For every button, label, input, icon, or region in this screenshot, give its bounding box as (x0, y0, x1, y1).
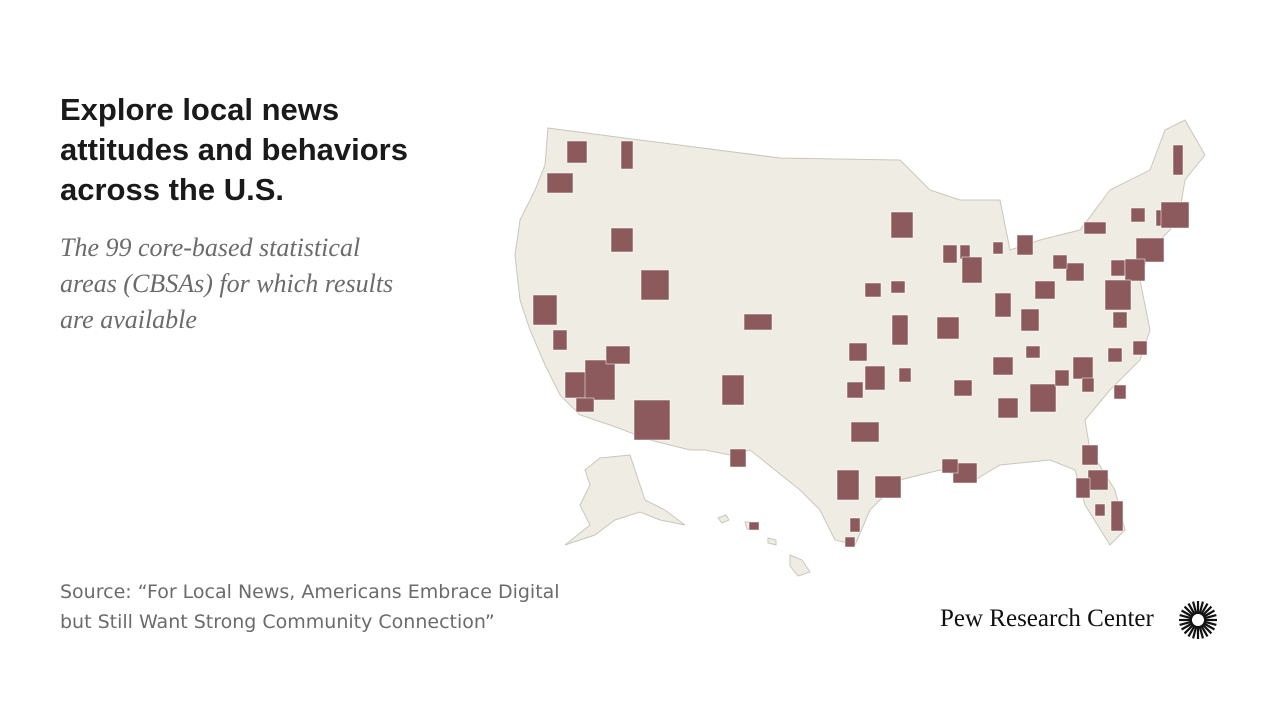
cbsa-area (633, 399, 671, 441)
logo-ray (1201, 605, 1213, 617)
cbsa-area (864, 365, 886, 391)
alaska (564, 454, 686, 546)
cbsa-area (994, 292, 1012, 318)
cbsa-area (992, 356, 1014, 376)
cbsa-area (936, 316, 960, 340)
cbsa-area (992, 241, 1004, 255)
cbsa-area (1075, 477, 1091, 499)
cbsa-area (1110, 500, 1124, 532)
cbsa-area (1094, 503, 1106, 517)
logo-ray (1183, 605, 1195, 617)
cbsa-area (846, 381, 864, 399)
cbsa-area (1135, 237, 1165, 263)
cbsa-area (584, 359, 616, 401)
logo-ray (1202, 622, 1216, 631)
logo-ray (1183, 623, 1195, 635)
cbsa-area (874, 475, 902, 499)
logo-ray (1192, 601, 1198, 615)
cbsa-area (566, 140, 588, 164)
cbsa-area (941, 458, 959, 474)
cbsa-area (891, 314, 909, 346)
cbsa-area (1020, 308, 1040, 332)
logo-ray (1180, 622, 1194, 631)
cbsa-area (898, 367, 912, 383)
cbsa-area (1016, 234, 1034, 256)
cbsa-area (1054, 369, 1070, 387)
cbsa-area (1083, 221, 1107, 235)
title-line: attitudes and behaviors (60, 132, 408, 167)
logo-ray (1192, 625, 1198, 639)
cbsa-area (850, 421, 880, 443)
logo-ray (1203, 620, 1217, 626)
logo-ray (1200, 602, 1209, 616)
logo-ray (1180, 609, 1194, 618)
logo-text: Pew Research Center (940, 605, 1154, 632)
cbsa-area (1029, 383, 1057, 413)
cbsa-area (848, 342, 868, 362)
subtitle-line: areas (CBSAs) for which results (60, 269, 394, 298)
cbsa-area (1072, 356, 1094, 380)
logo-ray (1187, 602, 1196, 616)
logo-ray (1198, 601, 1204, 615)
cbsa-area (1110, 259, 1126, 277)
cbsa-area (1132, 340, 1148, 356)
cbsa-area (836, 469, 860, 501)
cbsa-area (1081, 377, 1095, 393)
cbsa-area (610, 227, 634, 253)
cbsa-area (864, 282, 882, 298)
cbsa-area (546, 172, 574, 194)
cbsa-area (721, 374, 745, 406)
cbsa-area (620, 140, 634, 170)
cbsa-area (1034, 280, 1056, 300)
subtitle-line: are available (60, 305, 197, 334)
source-line: but Still Want Strong Community Connecti… (60, 611, 495, 633)
cbsa-area (575, 397, 595, 413)
cbsa-area (640, 269, 670, 301)
logo-ray (1179, 614, 1193, 620)
cbsa-area (1065, 262, 1085, 282)
logo-ray (1201, 623, 1213, 635)
cbsa-area (532, 294, 558, 326)
source-line: Source: “For Local News, Americans Embra… (60, 581, 560, 603)
cbsa-area (605, 345, 631, 365)
cbsa-area (1124, 258, 1146, 282)
cbsa-area (552, 329, 568, 351)
hawaii (717, 514, 811, 577)
logo-ray (1179, 620, 1193, 626)
cbsa-area (1160, 201, 1190, 229)
logo-ray (1203, 614, 1217, 620)
logo-ray (1202, 609, 1216, 618)
cbsa-area (729, 448, 747, 468)
logo-ray (1187, 624, 1196, 638)
cbsa-area (1087, 469, 1109, 491)
cbsa-area (1052, 254, 1068, 270)
cbsa-area (1107, 347, 1123, 363)
cbsa-area (890, 211, 914, 239)
cbsa-area (1025, 345, 1041, 359)
cbsa-area (1081, 444, 1099, 466)
cbsa-area (1130, 207, 1146, 223)
cbsa-area (849, 517, 861, 533)
cbsa-area (1112, 311, 1128, 329)
cbsa-area (890, 280, 906, 294)
cbsa-area (1113, 384, 1127, 400)
logo-ray (1200, 624, 1209, 638)
title-line: across the U.S. (60, 172, 284, 207)
cbsa-area (953, 379, 973, 397)
cbsa-area (997, 397, 1019, 419)
cbsa-area (1104, 279, 1132, 311)
cbsa-area (961, 256, 983, 284)
cbsa-area (743, 313, 773, 331)
cbsa-area (942, 244, 958, 264)
logo-ray (1198, 625, 1204, 639)
us-outline (514, 119, 1206, 546)
subtitle-line: The 99 core-based statistical (60, 233, 361, 262)
cbsa-area (1172, 144, 1184, 176)
cbsa-area (748, 521, 760, 531)
cbsa-area (844, 536, 856, 548)
title-line: Explore local news (60, 92, 340, 127)
